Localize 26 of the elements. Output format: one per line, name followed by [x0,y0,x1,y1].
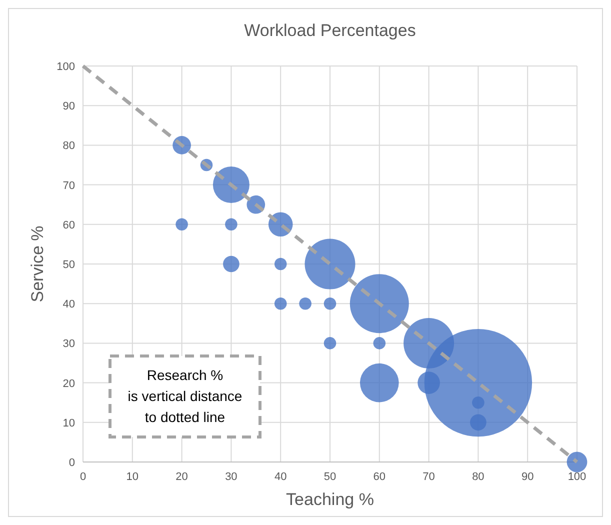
y-tick-label: 90 [62,100,75,113]
y-tick-label: 100 [56,61,75,73]
y-tick-label: 20 [62,378,75,390]
x-tick-label: 20 [176,471,188,483]
x-tick-label: 40 [274,471,287,483]
x-tick-label: 10 [126,471,139,483]
x-tick-label: 100 [568,471,586,483]
y-tick-label: 10 [62,417,75,430]
x-tick-label: 50 [324,471,336,483]
y-tick-label: 30 [62,338,75,350]
y-tick-label: 70 [62,180,75,192]
y-tick-label: 50 [62,259,75,271]
x-tick-label: 90 [521,471,534,483]
chart-title: Workload Percentages [244,21,416,40]
annotation: Research % is vertical distance to dotted line [128,367,242,425]
x-tick-label: 0 [80,471,86,483]
y-tick-label: 0 [68,457,75,469]
x-tick-label: 80 [472,471,484,483]
y-tick-label: 80 [62,140,75,152]
x-axis-title: Teaching % [286,490,374,509]
x-tick-label: 60 [373,471,386,483]
y-tick-label: 40 [62,298,75,311]
x-tick-label: 70 [422,471,435,483]
y-tick-label: 60 [62,219,75,232]
y-axis-title: Service % [28,226,47,302]
x-tick-label: 30 [225,471,238,483]
